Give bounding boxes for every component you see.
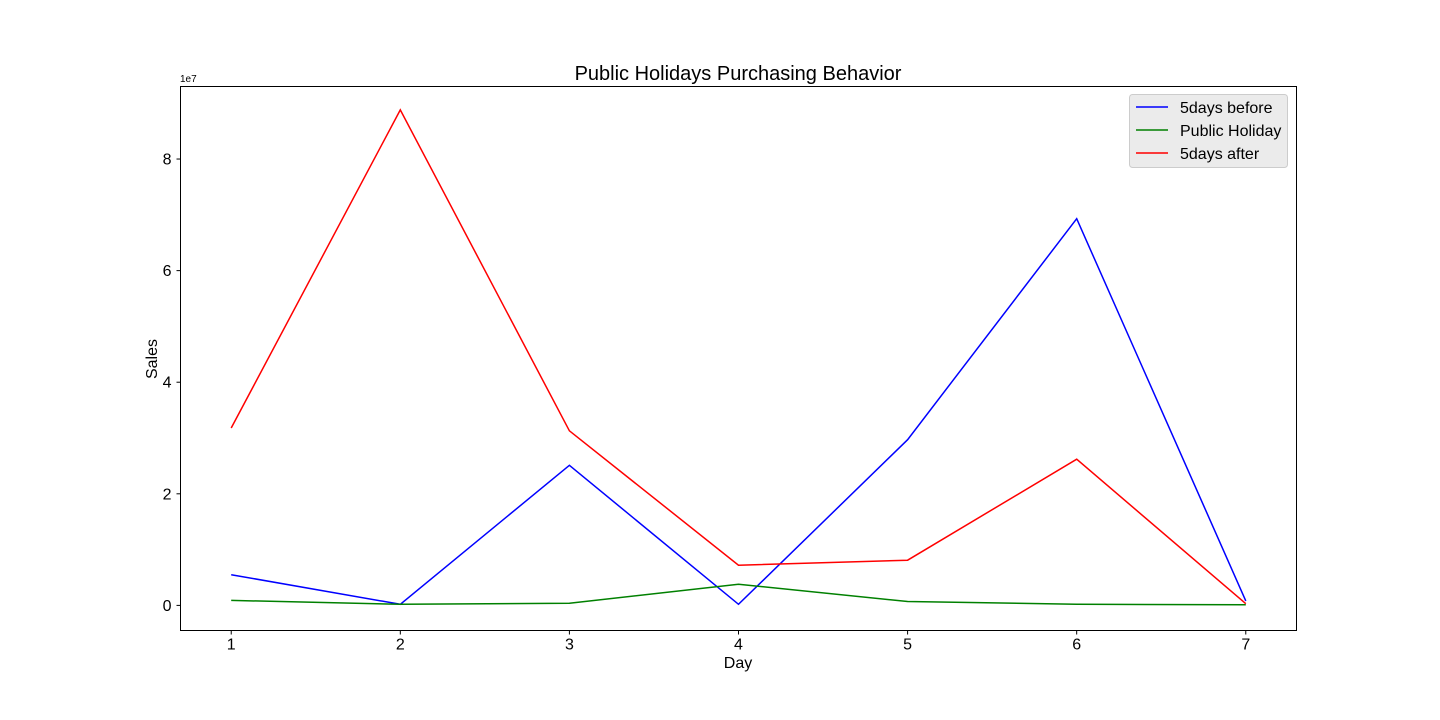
x-tick-label: 1 <box>227 637 236 654</box>
legend-box <box>1129 94 1288 168</box>
y-tick-label: 2 <box>163 486 172 503</box>
x-axis-label: Day <box>724 655 752 672</box>
legend-label: Public Holiday <box>1180 123 1281 140</box>
y-tick-label: 4 <box>163 375 172 392</box>
series-line-2 <box>230 108 1247 605</box>
series-line-1 <box>231 583 1246 606</box>
x-tick-label: 7 <box>1241 637 1250 654</box>
chart-title: Public Holidays Purchasing Behavior <box>575 63 902 85</box>
y-tick-label: 6 <box>163 263 172 280</box>
y-tick-label: 0 <box>163 598 172 615</box>
x-tick-label: 5 <box>903 637 912 654</box>
x-tick-label: 2 <box>396 637 405 654</box>
legend: 5days before Public Holiday 5days after <box>1129 94 1288 168</box>
x-tick-label: 6 <box>1072 637 1081 654</box>
y-axis-offset-label: 1e7 <box>180 74 197 85</box>
legend-label: 5days after <box>1180 146 1260 163</box>
plot-area-frame <box>180 86 1297 631</box>
x-axis-ticks: 1 2 3 4 5 6 7 <box>227 630 1250 654</box>
legend-label: 5days before <box>1180 100 1273 117</box>
y-axis-ticks: 0 2 4 6 8 <box>163 152 181 615</box>
y-axis-label: Sales <box>144 339 161 379</box>
x-tick-label: 4 <box>734 637 743 654</box>
x-tick-label: 3 <box>565 637 574 654</box>
series-lines <box>230 108 1247 606</box>
y-tick-label: 8 <box>163 152 172 169</box>
